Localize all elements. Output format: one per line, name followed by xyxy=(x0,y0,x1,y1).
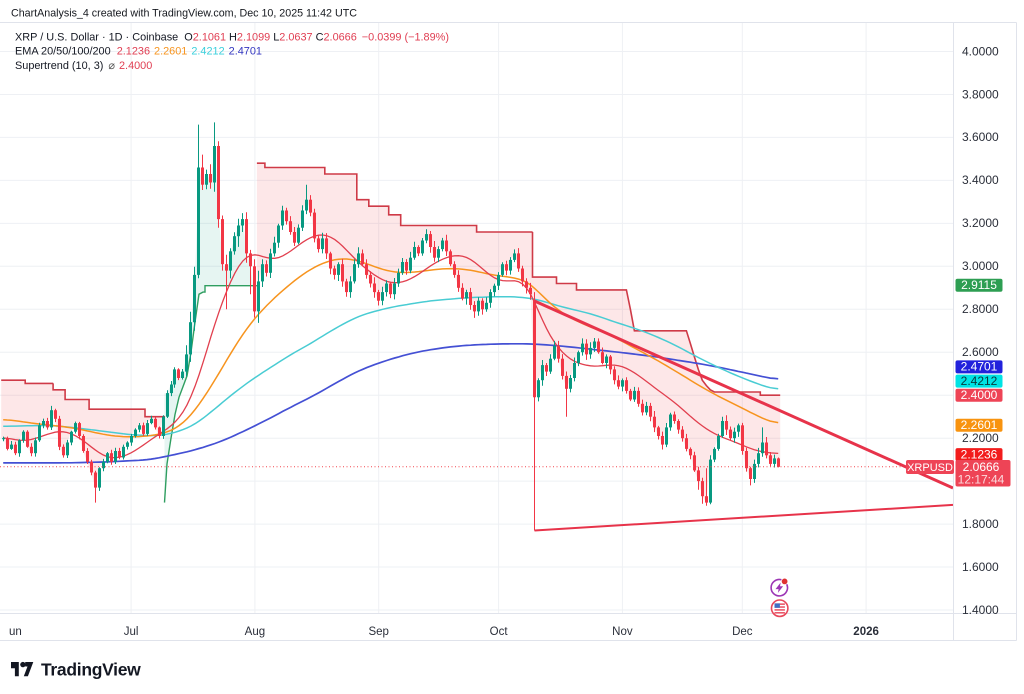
svg-text:Aug: Aug xyxy=(245,626,265,638)
svg-text:3.4000: 3.4000 xyxy=(962,173,999,187)
svg-text:2.1236: 2.1236 xyxy=(961,447,998,461)
svg-text:Oct: Oct xyxy=(490,626,509,638)
svg-text:2.6000: 2.6000 xyxy=(962,345,999,359)
svg-text:2.0666: 2.0666 xyxy=(963,460,1000,474)
svg-text:ChartAnalysis_4 created with T: ChartAnalysis_4 created with TradingView… xyxy=(11,8,357,20)
svg-text:2.2601: 2.2601 xyxy=(961,418,998,432)
svg-text:XRP / U.S. Dollar · 1D · Coinb: XRP / U.S. Dollar · 1D · Coinbase O2.106… xyxy=(15,32,449,44)
svg-text:12:17:44: 12:17:44 xyxy=(958,473,1005,487)
svg-text:Jul: Jul xyxy=(124,626,139,638)
svg-text:2.4000: 2.4000 xyxy=(961,388,998,402)
svg-text:2.9115: 2.9115 xyxy=(961,278,997,292)
svg-text:1.8000: 1.8000 xyxy=(962,517,999,531)
svg-text:Sep: Sep xyxy=(368,626,388,638)
svg-text:1.4000: 1.4000 xyxy=(962,603,999,617)
svg-text:2.4701: 2.4701 xyxy=(961,360,998,374)
svg-text:TradingView: TradingView xyxy=(41,660,141,680)
svg-text:3.2000: 3.2000 xyxy=(962,216,999,230)
svg-text:Supertrend (10, 3) ⌀2.4000: Supertrend (10, 3) ⌀ 2.4000 xyxy=(15,60,152,72)
svg-text:3.0000: 3.0000 xyxy=(962,259,999,273)
svg-text:Dec: Dec xyxy=(732,626,753,638)
svg-text:2.8000: 2.8000 xyxy=(962,302,999,316)
svg-text:1.6000: 1.6000 xyxy=(962,560,999,574)
svg-text:2.2000: 2.2000 xyxy=(962,431,999,445)
svg-text:3.8000: 3.8000 xyxy=(962,87,999,101)
svg-text:XRPUSD: XRPUSD xyxy=(907,462,953,474)
svg-text:4.0000: 4.0000 xyxy=(962,44,999,58)
svg-text:un: un xyxy=(9,626,22,638)
svg-text:3.6000: 3.6000 xyxy=(962,130,999,144)
svg-text:Nov: Nov xyxy=(612,626,633,638)
svg-text:2.4212: 2.4212 xyxy=(961,374,998,388)
svg-text:2026: 2026 xyxy=(853,626,879,638)
